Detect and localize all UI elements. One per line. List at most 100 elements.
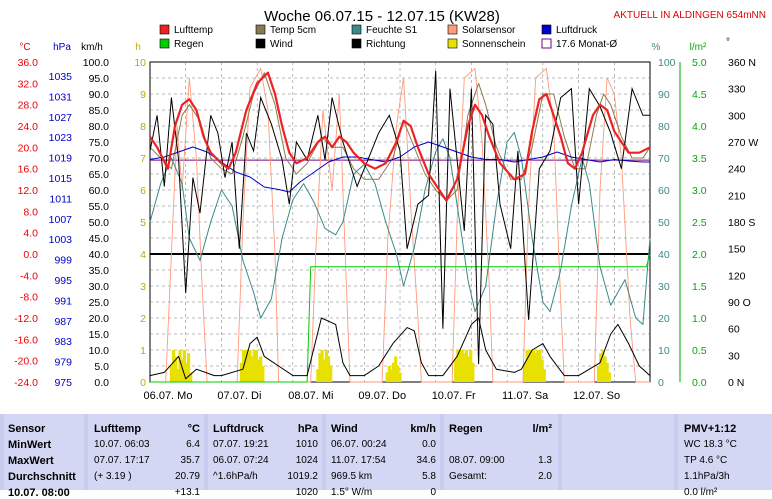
sunshine-bar bbox=[176, 369, 180, 382]
temp-tick-label: 36.0 bbox=[18, 57, 39, 69]
sunshine-bar bbox=[387, 366, 391, 382]
hpa-tick-label: 1011 bbox=[49, 193, 72, 205]
temp-tick-label: 32.0 bbox=[18, 78, 39, 90]
kmh-tick-label: 10.0 bbox=[89, 345, 110, 357]
sunshine-bar bbox=[322, 359, 326, 382]
sunshine-bar bbox=[189, 372, 193, 382]
dir-tick-label: 270 W bbox=[728, 137, 758, 149]
kmh-tick-label: 70.0 bbox=[89, 153, 110, 165]
regen-max-value: 1.3 bbox=[538, 455, 552, 466]
sunshine-bar bbox=[178, 350, 182, 382]
series-line-regen bbox=[150, 253, 651, 383]
sunshine-bar bbox=[320, 350, 324, 382]
regen-total-label: Gesamt: bbox=[449, 471, 487, 482]
luftdruck-avg-value: 1019.2 bbox=[287, 471, 318, 482]
temp-tick-label: 0.0 bbox=[23, 249, 38, 261]
lufttemp-max-time: 07.07. 17:17 bbox=[94, 455, 150, 466]
sunshine-bar bbox=[246, 353, 250, 382]
plot-area bbox=[149, 61, 651, 383]
wind-unit: km/h bbox=[410, 423, 436, 435]
sunshine-bar bbox=[523, 362, 527, 382]
stats-table: Sensor MinWert MaxWert Durchschnitt 10.0… bbox=[0, 414, 772, 499]
sunshine-bar bbox=[182, 350, 186, 382]
sunshine-bar bbox=[529, 350, 534, 382]
kmh-tick-label: 95.0 bbox=[89, 73, 110, 85]
h-tick-label: 9 bbox=[140, 89, 146, 101]
dir-tick-label: 150 bbox=[728, 244, 746, 256]
legend-swatch-richtung bbox=[351, 38, 362, 49]
temp-tick-label: -24.0 bbox=[14, 377, 38, 389]
legend-label: Regen bbox=[174, 39, 203, 50]
wind-avg-value: 5.8 bbox=[422, 471, 436, 482]
regen-header: Regen bbox=[449, 423, 483, 435]
kmh-tick-label: 50.0 bbox=[89, 217, 110, 229]
day-labels: 06.07. Mo 07.07. Di 08.07. Mi 09.07. Do 10.0… bbox=[144, 390, 621, 402]
kmh-tick-label: 5.0 bbox=[94, 361, 109, 373]
regen-total-value: 2.0 bbox=[538, 471, 552, 482]
sunshine-bar bbox=[542, 369, 546, 382]
hpa-tick-label: 1019 bbox=[49, 153, 73, 165]
sunshine-bar bbox=[318, 353, 322, 382]
sunshine-bar bbox=[324, 350, 329, 382]
pmv-column bbox=[678, 414, 772, 490]
temp-tick-label: -4.0 bbox=[20, 270, 38, 282]
h-tick-label: 4 bbox=[140, 249, 146, 261]
pct-tick-label: 20 bbox=[658, 313, 670, 325]
kmh-tick-label: 45.0 bbox=[89, 233, 110, 245]
lm2-unit: l/m² bbox=[690, 42, 707, 53]
legend-swatch-17-6-monat- bbox=[541, 38, 552, 49]
sunshine-bar bbox=[466, 356, 471, 382]
sensor-row-min: MinWert bbox=[8, 439, 52, 451]
sunshine-bar bbox=[525, 350, 529, 382]
sunshine-bar bbox=[169, 366, 174, 382]
sunshine-bar bbox=[458, 350, 462, 382]
sensor-column bbox=[4, 414, 84, 490]
luftdruck-max-time: 06.07. 07:24 bbox=[213, 455, 269, 466]
wind-column bbox=[326, 414, 440, 490]
legend-swatch-wind bbox=[255, 38, 266, 49]
sunshine-bar bbox=[540, 359, 544, 382]
lm2-tick-label: 1.5 bbox=[692, 281, 707, 293]
sunshine-bar bbox=[326, 356, 331, 382]
luftdruck-unit: hPa bbox=[297, 423, 318, 435]
pct-tick-label: 80 bbox=[658, 121, 670, 133]
legend: Lufttemp Temp 5cm Feuchte S1 Solarsensor Luf… bbox=[159, 24, 617, 50]
sunshine-bars bbox=[169, 350, 611, 382]
legend-label: Solarsensor bbox=[462, 25, 516, 36]
dir-tick-label: 300 bbox=[728, 110, 746, 122]
lm2-tick-label: 3.0 bbox=[692, 185, 707, 197]
lufttemp-min-value: 6.4 bbox=[186, 439, 200, 450]
temp-tick-label: -8.0 bbox=[20, 292, 38, 304]
wind-min-value: 0.0 bbox=[422, 439, 436, 450]
dir-tick-label: 240 bbox=[728, 164, 746, 176]
lm2-tick-label: 2.0 bbox=[692, 249, 707, 261]
lm2-tick-label: 3.5 bbox=[692, 153, 707, 165]
kmh-tick-label: 35.0 bbox=[89, 265, 110, 277]
legend-label: Lufttemp bbox=[174, 25, 213, 36]
sunshine-bar bbox=[601, 350, 605, 382]
sunshine-bar bbox=[396, 366, 400, 382]
dir-tick-label: 0 N bbox=[728, 377, 744, 389]
temp-tick-label: 12.0 bbox=[18, 185, 39, 197]
sunshine-bar bbox=[248, 350, 252, 382]
pct-tick-label: 0 bbox=[658, 377, 664, 389]
lufttemp-header: Lufttemp bbox=[94, 423, 142, 435]
h-tick-label: 0 bbox=[140, 377, 146, 389]
wind-distance: 969.5 km bbox=[331, 471, 373, 482]
kmh-tick-label: 65.0 bbox=[89, 169, 110, 181]
sensor-row-current: 10.07. 08:00 bbox=[8, 487, 70, 499]
sunshine-bar bbox=[394, 356, 398, 382]
kmh-tick-label: 75.0 bbox=[89, 137, 110, 149]
wind-header: Wind bbox=[331, 423, 358, 435]
sunshine-bar bbox=[239, 362, 244, 382]
kmh-tick-label: 15.0 bbox=[89, 329, 110, 341]
legend-label: Temp 5cm bbox=[270, 25, 316, 36]
legend-label: Luftdruck bbox=[556, 25, 598, 36]
sunshine-bar bbox=[252, 350, 256, 382]
hpa-tick-label: 983 bbox=[54, 336, 72, 348]
sunshine-bar bbox=[538, 350, 542, 382]
wind-min-time: 06.07. 00:24 bbox=[331, 439, 387, 450]
pct-tick-label: 30 bbox=[658, 281, 670, 293]
pct-tick-label: 60 bbox=[658, 185, 670, 197]
hpa-unit: hPa bbox=[53, 42, 71, 53]
